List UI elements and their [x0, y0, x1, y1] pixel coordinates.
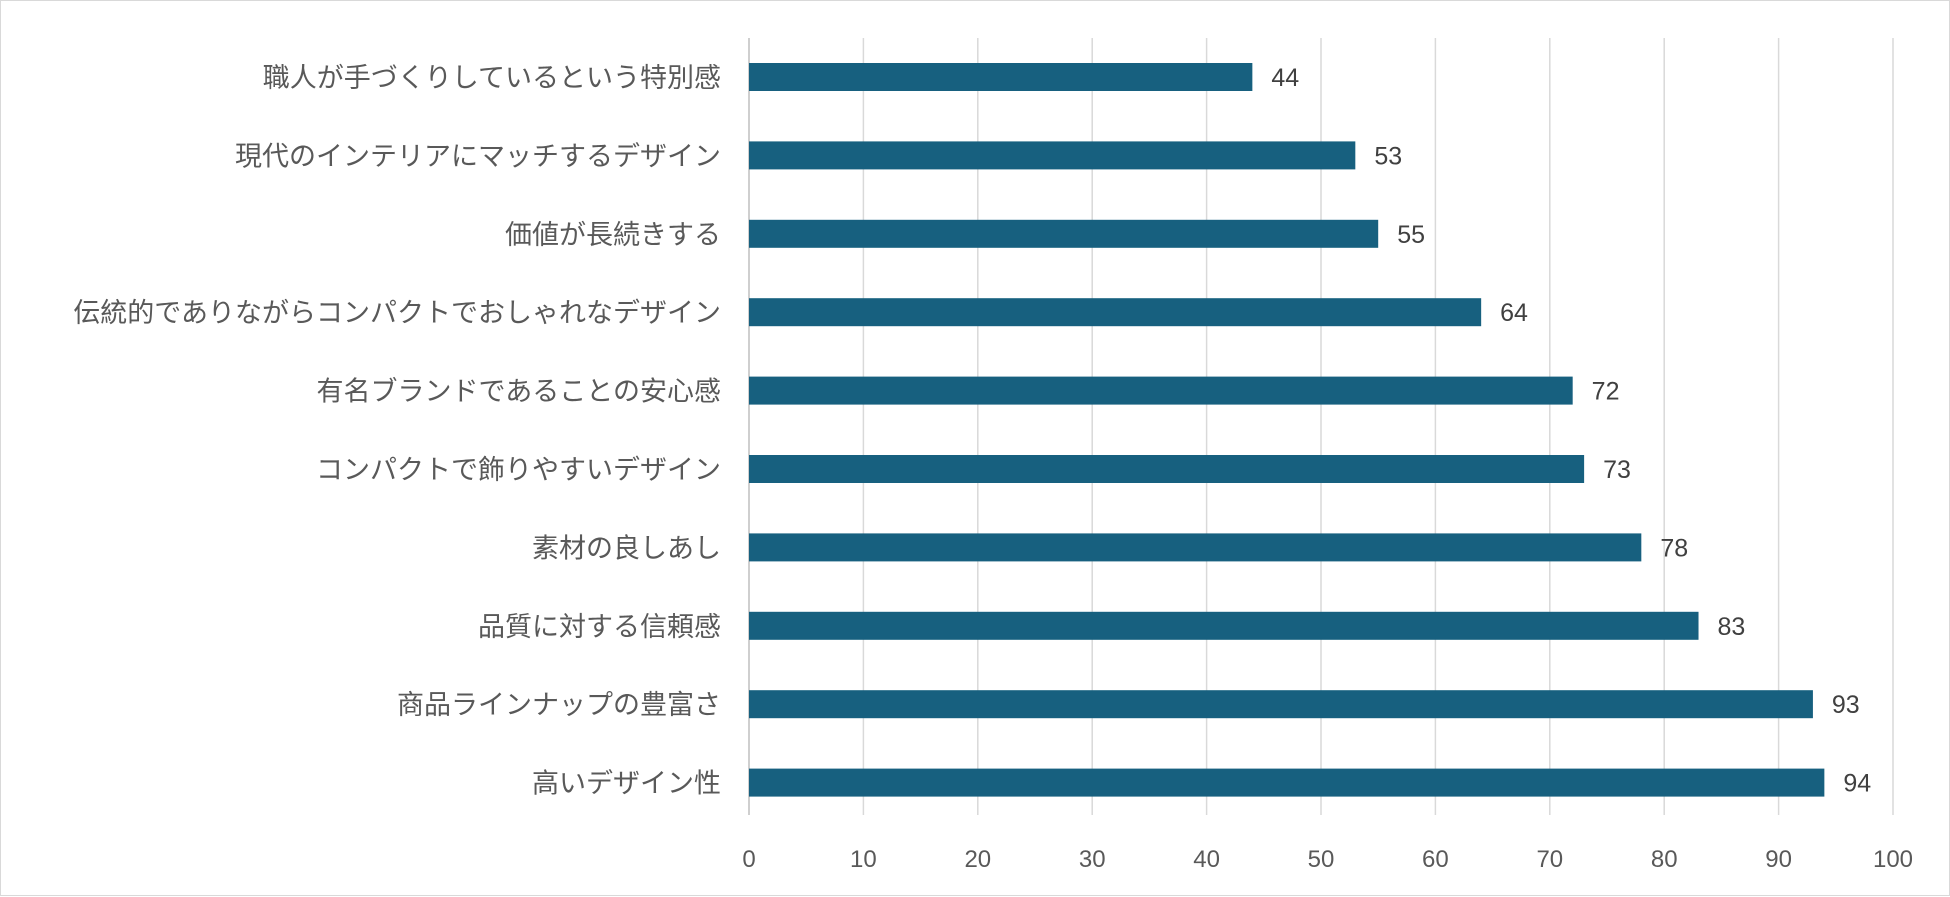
x-axis-tick-labels: 0 10 20 30 40 50 60 70 80 90 100 [742, 846, 1913, 873]
category-label: 職人が手づくりしているという特別感 [263, 63, 721, 94]
x-tick-label: 80 [1651, 846, 1678, 873]
bar [749, 455, 1584, 483]
x-tick-label: 50 [1308, 846, 1335, 873]
category-label: 有名ブランドであることの安心感 [317, 377, 721, 408]
data-label: 93 [1832, 691, 1860, 719]
data-label: 83 [1718, 613, 1746, 641]
data-labels: 44 53 55 64 72 73 78 83 93 94 [1271, 64, 1871, 798]
category-label: 伝統的でありながらコンパクトでおしゃれなデザイン [73, 298, 721, 329]
x-tick-label: 0 [742, 846, 755, 873]
category-label: 素材の良しあし [532, 533, 721, 564]
x-tick-label: 60 [1422, 846, 1449, 873]
category-label: 品質に対する信頼感 [478, 612, 721, 643]
data-label: 78 [1660, 534, 1688, 562]
bar [749, 612, 1699, 640]
data-label: 55 [1397, 221, 1425, 249]
bar [749, 769, 1824, 797]
x-tick-label: 70 [1536, 846, 1563, 873]
data-label: 44 [1271, 64, 1299, 92]
bar [749, 377, 1573, 405]
bar [749, 690, 1813, 718]
data-label: 72 [1592, 378, 1620, 406]
category-label: 商品ラインナップの豊富さ [397, 690, 721, 721]
bar [749, 220, 1378, 248]
category-label: コンパクトで飾りやすいデザイン [316, 455, 721, 486]
x-tick-label: 10 [850, 846, 877, 873]
bars [749, 63, 1824, 797]
x-tick-label: 30 [1079, 846, 1106, 873]
bar [749, 533, 1641, 561]
data-label: 53 [1374, 142, 1402, 170]
x-tick-label: 90 [1765, 846, 1792, 873]
category-label: 価値が長続きする [505, 220, 721, 251]
bar [749, 63, 1252, 91]
bar [749, 298, 1481, 326]
data-label: 64 [1500, 299, 1528, 327]
bar [749, 141, 1355, 169]
category-label: 高いデザイン性 [532, 769, 721, 800]
x-tick-label: 40 [1193, 846, 1220, 873]
data-label: 73 [1603, 456, 1631, 484]
x-tick-label: 100 [1873, 846, 1913, 873]
category-label: 現代のインテリアにマッチするデザイン [235, 141, 721, 172]
category-labels: 職人が手づくりしているという特別感現代のインテリアにマッチするデザイン価値が長続… [73, 63, 721, 800]
data-label: 94 [1843, 770, 1871, 798]
x-tick-label: 20 [964, 846, 991, 873]
